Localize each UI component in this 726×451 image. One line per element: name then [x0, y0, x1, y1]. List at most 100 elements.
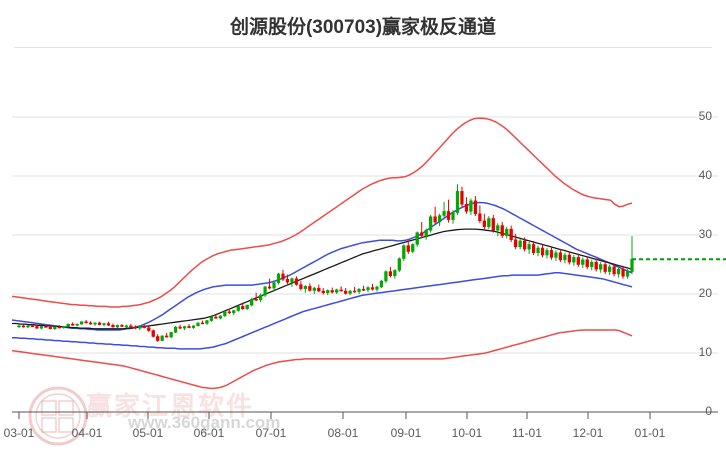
candle-body	[603, 264, 607, 272]
candle-body	[446, 211, 451, 220]
candle-body	[39, 326, 44, 329]
candle-body	[200, 322, 205, 325]
candle-body	[93, 322, 97, 325]
page-title: 创源股份(300703)赢家极反通道	[229, 17, 497, 38]
candle-body	[630, 258, 634, 272]
candle-body	[348, 290, 352, 294]
candle-body	[44, 326, 48, 328]
candle-body	[263, 286, 267, 296]
candle-body	[160, 335, 164, 341]
candle-body	[455, 191, 460, 213]
candle-body	[509, 228, 513, 240]
candle-body	[290, 278, 294, 283]
candle-body	[35, 326, 39, 329]
y-axis-tick-label: 0	[705, 404, 712, 418]
candle-body	[142, 326, 146, 328]
candle-body	[106, 323, 111, 326]
candle-body	[182, 326, 187, 329]
candle-body	[308, 286, 312, 291]
candle-body	[594, 261, 598, 270]
candle-body	[317, 287, 321, 292]
candle-body	[62, 326, 66, 328]
candle-body	[169, 332, 173, 338]
candle-body	[276, 273, 281, 284]
candle-body	[424, 230, 428, 236]
candle-body	[218, 315, 222, 319]
candle-body	[549, 250, 554, 258]
y-axis-tick-label: 40	[698, 168, 712, 182]
candle-body	[464, 204, 469, 212]
y-axis-tick-label: 50	[698, 109, 712, 123]
candle-body	[97, 322, 102, 325]
candle-body	[437, 215, 442, 223]
candle-body	[187, 326, 191, 328]
candle-body	[590, 261, 594, 268]
candle-body	[491, 218, 495, 231]
candle-body	[352, 290, 357, 293]
band-line	[11, 201, 633, 331]
candle-body	[607, 266, 612, 272]
candle-body	[250, 299, 254, 306]
candle-body	[124, 325, 129, 328]
x-axis-tick-label: 09-01	[390, 426, 422, 440]
y-axis-tick-label: 30	[698, 227, 712, 241]
x-axis-tick-label: 05-01	[132, 426, 164, 440]
candle-body	[482, 220, 486, 227]
candle-body	[500, 225, 504, 236]
candle-body	[178, 326, 182, 329]
x-axis-tick-label: 08-01	[327, 426, 359, 440]
candle-body	[267, 286, 272, 289]
candle-body	[254, 299, 258, 301]
candle-body	[209, 316, 214, 321]
candle-body	[88, 322, 93, 325]
candle-body	[469, 200, 473, 212]
candle-body	[344, 290, 348, 294]
candle-body	[357, 289, 361, 292]
candle-body	[48, 326, 52, 330]
candle-body	[223, 311, 227, 317]
candle-body	[53, 326, 57, 330]
band-line	[12, 272, 633, 350]
y-axis-tick-label: 20	[698, 286, 712, 300]
candle-body	[339, 289, 343, 292]
candle-body	[30, 325, 35, 328]
candle-body	[335, 289, 339, 293]
x-axis-tick-label: 01-01	[634, 426, 666, 440]
candle-body	[621, 268, 625, 277]
y-axis-tick-label: 10	[698, 345, 712, 359]
x-axis-tick-label: 03-01	[3, 426, 35, 440]
candle-body	[612, 266, 616, 275]
candle-body	[384, 271, 388, 282]
candle-body	[393, 270, 397, 276]
candle-body	[191, 325, 196, 328]
candle-body	[285, 279, 290, 283]
candle-body	[138, 326, 142, 329]
candle-body	[236, 306, 240, 311]
candle-body	[165, 335, 169, 338]
candle-body	[581, 259, 585, 265]
candle-body	[241, 306, 245, 310]
candle-body	[227, 311, 231, 314]
x-axis-tick-label: 12-01	[572, 426, 604, 440]
candle-body	[303, 286, 308, 289]
candle-body	[415, 232, 419, 245]
candle-body	[147, 327, 151, 331]
candle-body	[420, 232, 424, 236]
candle-body	[487, 218, 491, 227]
band-line	[11, 329, 633, 390]
candle-body	[585, 259, 589, 268]
candle-body	[379, 280, 384, 288]
candle-body	[120, 325, 124, 327]
candle-body	[173, 326, 178, 333]
candle-body	[563, 254, 567, 261]
candle-body	[281, 273, 285, 280]
x-axis-tick-label: 07-01	[255, 426, 287, 440]
header-divider	[14, 47, 712, 48]
candle-body	[258, 294, 263, 301]
candle-body	[576, 257, 580, 265]
candle-body	[245, 304, 249, 309]
candle-body	[66, 323, 70, 327]
candle-body	[616, 268, 621, 275]
candle-body	[411, 244, 415, 252]
